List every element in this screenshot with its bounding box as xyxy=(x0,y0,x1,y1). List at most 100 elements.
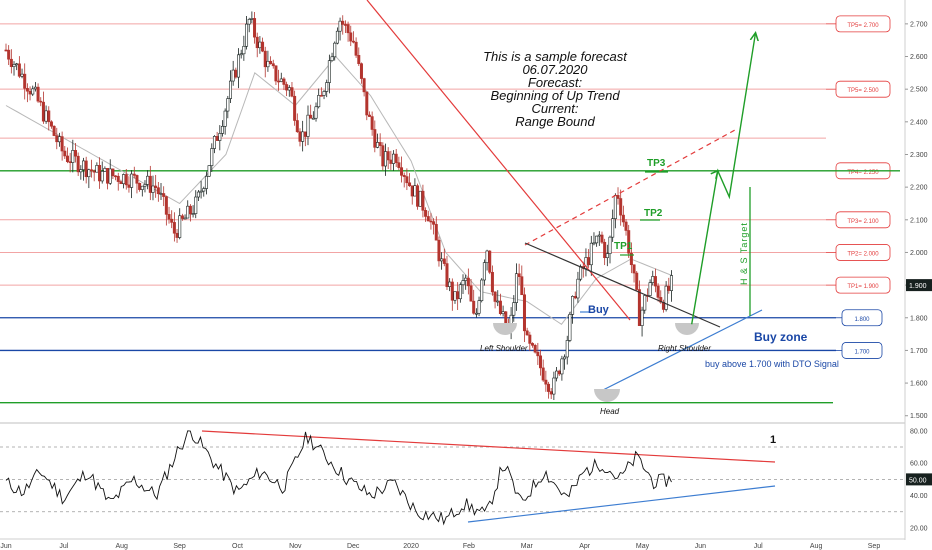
candle-body-down xyxy=(432,221,436,225)
candle-body-down xyxy=(386,151,390,161)
candle-body-up xyxy=(143,184,147,187)
candle-body-down xyxy=(421,190,425,211)
price-axis-label: 2.400 xyxy=(910,119,928,126)
candle-body-down xyxy=(488,250,492,273)
candle-body-down xyxy=(373,129,377,148)
target-level-label: TP5= 2.500 xyxy=(847,88,879,94)
candle-body-up xyxy=(453,291,457,301)
candle-body-down xyxy=(544,379,548,385)
candle-body-down xyxy=(359,63,363,79)
oscillator-axis-label: 20.00 xyxy=(910,525,928,532)
candle-body-up xyxy=(335,30,339,44)
candle-body-down xyxy=(632,264,636,274)
candle-body-up xyxy=(108,168,112,184)
candle-body-up xyxy=(122,174,126,185)
support-level-label: 1.700 xyxy=(854,349,870,355)
candle-body-down xyxy=(65,155,69,162)
candle-body-up xyxy=(461,280,465,286)
candle-body-up xyxy=(159,193,163,195)
time-axis-label: Sep xyxy=(868,543,881,550)
candle-body-up xyxy=(333,42,337,58)
price-axis-label: 2.700 xyxy=(910,21,928,28)
candle-body-up xyxy=(648,282,652,296)
price-axis-label: 2.500 xyxy=(910,87,928,94)
head-label: Head xyxy=(600,407,620,416)
candle-body-down xyxy=(442,258,446,264)
candle-body-up xyxy=(464,277,468,281)
candle-body-down xyxy=(60,136,64,152)
candle-body-down xyxy=(587,257,591,266)
candle-body-up xyxy=(555,370,559,379)
candle-body-down xyxy=(47,110,51,123)
candle-body-up xyxy=(20,73,24,77)
candle-body-down xyxy=(319,95,323,97)
candle-body-up xyxy=(311,117,315,120)
candle-body-up xyxy=(643,295,647,311)
candle-body-up xyxy=(210,148,214,166)
candle-body-up xyxy=(651,276,655,283)
candle-body-down xyxy=(295,120,299,133)
forecast-note-line: Beginning of Up Trend xyxy=(490,88,620,103)
candle-body-up xyxy=(579,266,583,280)
candle-body-down xyxy=(253,18,257,38)
candle-body-up xyxy=(279,78,283,82)
candle-body-down xyxy=(469,285,473,302)
candle-body-down xyxy=(378,142,382,146)
candle-body-down xyxy=(261,41,265,52)
candle-body-up xyxy=(44,110,48,122)
candle-body-up xyxy=(191,213,195,215)
time-axis-label: Apr xyxy=(579,543,591,550)
candle-body-down xyxy=(55,135,59,143)
candle-body-down xyxy=(84,160,88,178)
moving-average-line xyxy=(5,55,672,325)
candle-body-down xyxy=(351,40,355,43)
candle-body-down xyxy=(309,114,313,119)
candle-body-up xyxy=(31,88,35,95)
candle-body-down xyxy=(111,168,115,177)
time-axis-label: Aug xyxy=(810,543,823,550)
candle-body-up xyxy=(245,23,249,47)
candle-body-down xyxy=(298,131,302,142)
candle-body-down xyxy=(557,370,561,375)
candle-body-up xyxy=(287,87,291,91)
neckline xyxy=(524,242,721,328)
time-axis-label: Jul xyxy=(59,543,68,550)
candle-body-down xyxy=(539,355,543,369)
candle-body-down xyxy=(549,391,553,395)
candle-body-up xyxy=(130,173,134,188)
tp1-label: TP1 xyxy=(614,241,633,252)
oscillator-last-label: 50.00 xyxy=(909,477,927,484)
candle-body-up xyxy=(392,153,396,164)
candle-body-up xyxy=(552,377,556,395)
candle-body-up xyxy=(103,168,107,172)
candle-body-down xyxy=(36,86,40,102)
candle-body-up xyxy=(57,136,61,143)
last-price-box xyxy=(906,279,932,292)
candle-body-up xyxy=(458,284,462,300)
price-axis-label: 2.600 xyxy=(910,54,928,61)
candle-body-down xyxy=(653,276,657,287)
candle-body-down xyxy=(520,276,524,296)
price-axis-label: 1.800 xyxy=(910,315,928,322)
candle-body-up xyxy=(611,218,615,238)
time-axis: Jun Jul Aug Sep Oct Nov Dec 2020 Feb Mar Apr May Jun… xyxy=(0,543,880,550)
head-marker xyxy=(594,389,620,402)
candle-body-down xyxy=(450,281,454,301)
candle-body-down xyxy=(124,174,128,186)
time-axis-label: Oct xyxy=(232,543,243,550)
candle-body-down xyxy=(119,181,123,185)
candle-body-down xyxy=(175,232,179,238)
candle-body-up xyxy=(226,98,230,112)
time-axis-label: Feb xyxy=(463,543,475,550)
downtrend-line xyxy=(366,0,631,321)
target-level-label: TP4= 2.250 xyxy=(847,170,879,176)
candle-body-up xyxy=(384,151,388,167)
candle-body-down xyxy=(362,78,366,93)
candle-body-up xyxy=(186,205,190,219)
candle-body-up xyxy=(183,217,187,220)
candle-body-down xyxy=(629,252,633,266)
candle-body-down xyxy=(357,55,361,64)
oscillator-resistance-line xyxy=(201,430,776,463)
candle-body-up xyxy=(228,80,232,99)
